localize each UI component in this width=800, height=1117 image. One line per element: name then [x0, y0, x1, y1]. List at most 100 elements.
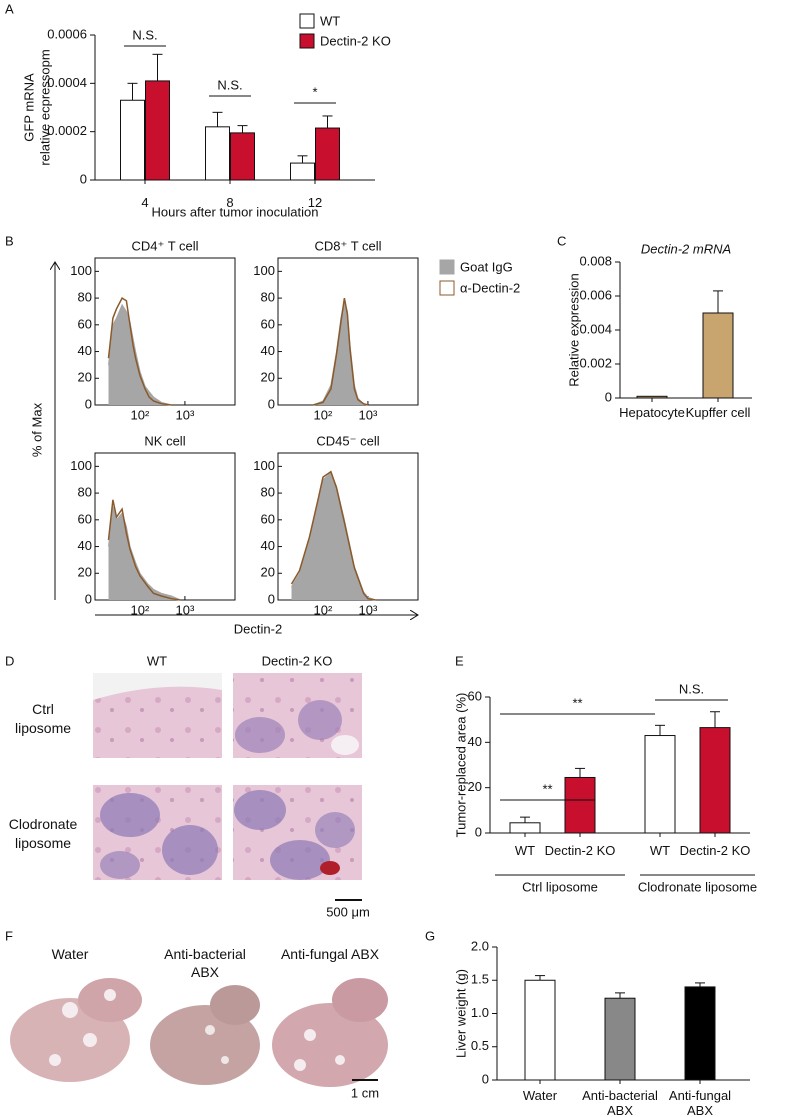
- y-tick-label: 60: [468, 688, 482, 703]
- x-tick-label: 12: [307, 195, 323, 210]
- y-tick-label: 20: [468, 779, 482, 794]
- bar: [702, 312, 734, 399]
- bar: [636, 395, 668, 399]
- chart-title: CD4⁺ T cell: [131, 238, 198, 253]
- y-axis-label: GFP mRNA: [21, 73, 36, 142]
- area-fill: [108, 506, 181, 600]
- y-tick-label: 40: [468, 734, 482, 749]
- bar: [205, 126, 230, 181]
- significance-label: **: [572, 695, 582, 710]
- legend-label: Goat IgG: [460, 259, 513, 274]
- significance-label: **: [542, 781, 552, 796]
- y-tick-label: 100: [253, 458, 275, 473]
- bar: [604, 997, 636, 1081]
- x-tick-label: 10³: [176, 602, 195, 617]
- bar: [120, 99, 145, 181]
- bar: [524, 979, 556, 1081]
- area-fill: [312, 300, 368, 405]
- x-tick-label: Dectin-2 KO: [679, 843, 751, 858]
- significance-label: N.S.: [679, 681, 704, 696]
- y-tick-label: 80: [261, 485, 275, 500]
- y-tick-label: 60: [78, 316, 92, 331]
- x-tick-label: 8: [226, 195, 234, 210]
- bar: [145, 80, 170, 181]
- liver-photo-water: [10, 978, 142, 1082]
- micrograph-wt-ctrl: [93, 673, 222, 758]
- area-fill: [108, 304, 172, 405]
- density-line: [312, 297, 369, 406]
- y-tick-label: 0: [85, 396, 92, 411]
- y-tick-label: 0.008: [579, 253, 612, 268]
- photo-label: Water: [51, 946, 89, 962]
- x-tick-label: WT: [649, 843, 671, 858]
- y-axis-label: % of Max: [29, 402, 44, 457]
- y-tick-label: 0.006: [579, 287, 612, 302]
- y-tick-label: 60: [78, 511, 92, 526]
- panel-label: B: [5, 233, 14, 248]
- x-tick-label: Anti-fungal ABX: [668, 1088, 732, 1117]
- y-tick-label: 0.004: [579, 321, 612, 336]
- y-tick-label: 0: [268, 591, 275, 606]
- x-tick-label: Anti-bacterial ABX: [582, 1088, 658, 1117]
- y-tick-label: 20: [261, 565, 275, 580]
- legend-swatch: [299, 13, 315, 29]
- y-tick-label: 2.0: [471, 938, 489, 953]
- y-tick-label: 80: [78, 485, 92, 500]
- density-line: [108, 506, 181, 601]
- significance-label: N.S.: [217, 77, 242, 92]
- y-tick-label: 20: [261, 370, 275, 385]
- liver-photo-antifungal: [272, 978, 388, 1087]
- y-tick-label: 100: [70, 263, 92, 278]
- group-label: Clodronate liposome: [638, 879, 757, 894]
- density-line: [290, 470, 376, 601]
- x-tick-label: 10³: [359, 407, 378, 422]
- y-axis-label: Tumor-replaced area (%): [453, 693, 468, 838]
- y-tick-label: 100: [253, 263, 275, 278]
- y-tick-label: 40: [78, 538, 92, 553]
- chart-title: CD8⁺ T cell: [314, 238, 381, 253]
- y-tick-label: 0: [80, 171, 87, 186]
- density-line: [107, 499, 181, 601]
- micrograph-ko-clod: [233, 785, 362, 880]
- y-tick-label: 20: [78, 370, 92, 385]
- x-tick-label: WT: [514, 843, 536, 858]
- x-tick-label: 10³: [176, 407, 195, 422]
- legend-swatch: [439, 280, 455, 296]
- photo-label: Anti-bacterial ABX: [164, 946, 246, 980]
- legend-label: Dectin-2 KO: [320, 33, 391, 48]
- x-axis-label: Hours after tumor inoculation: [152, 204, 319, 219]
- x-tick-label: Hepatocyte: [619, 405, 685, 420]
- bar: [290, 162, 315, 181]
- y-tick-label: 80: [78, 290, 92, 305]
- legend-swatch: [439, 259, 455, 275]
- panel-label: E: [455, 653, 464, 668]
- y-tick-label: 0.5: [471, 1038, 489, 1053]
- significance-label: *: [312, 84, 317, 99]
- panel-label: G: [425, 928, 435, 943]
- density-line: [108, 303, 172, 406]
- y-tick-label: 100: [70, 458, 92, 473]
- panel-label: D: [5, 653, 14, 668]
- bar: [684, 986, 716, 1081]
- x-tick-label: Water: [522, 1088, 558, 1103]
- y-axis-label: relative ecpressopm: [37, 49, 52, 165]
- x-tick-label: 10³: [359, 602, 378, 617]
- bar: [564, 776, 596, 834]
- scale-bar-label: 500 μm: [326, 904, 370, 919]
- legend-swatch: [299, 33, 315, 49]
- x-tick-label: 10²: [314, 602, 333, 617]
- x-axis-label: Dectin-2: [234, 621, 282, 636]
- legend-label: α-Dectin-2: [460, 280, 520, 295]
- x-tick-label: 10²: [131, 407, 150, 422]
- x-tick-label: Kupffer cell: [685, 405, 751, 420]
- micrograph-ko-ctrl: [233, 673, 362, 758]
- y-tick-label: 0: [268, 396, 275, 411]
- x-tick-label: 10²: [131, 602, 150, 617]
- y-tick-label: 40: [261, 343, 275, 358]
- y-tick-label: 0.002: [579, 355, 612, 370]
- y-tick-label: 60: [261, 511, 275, 526]
- y-tick-label: 40: [261, 538, 275, 553]
- y-axis-label: Relative expression: [566, 273, 581, 386]
- chart-title: NK cell: [144, 433, 185, 448]
